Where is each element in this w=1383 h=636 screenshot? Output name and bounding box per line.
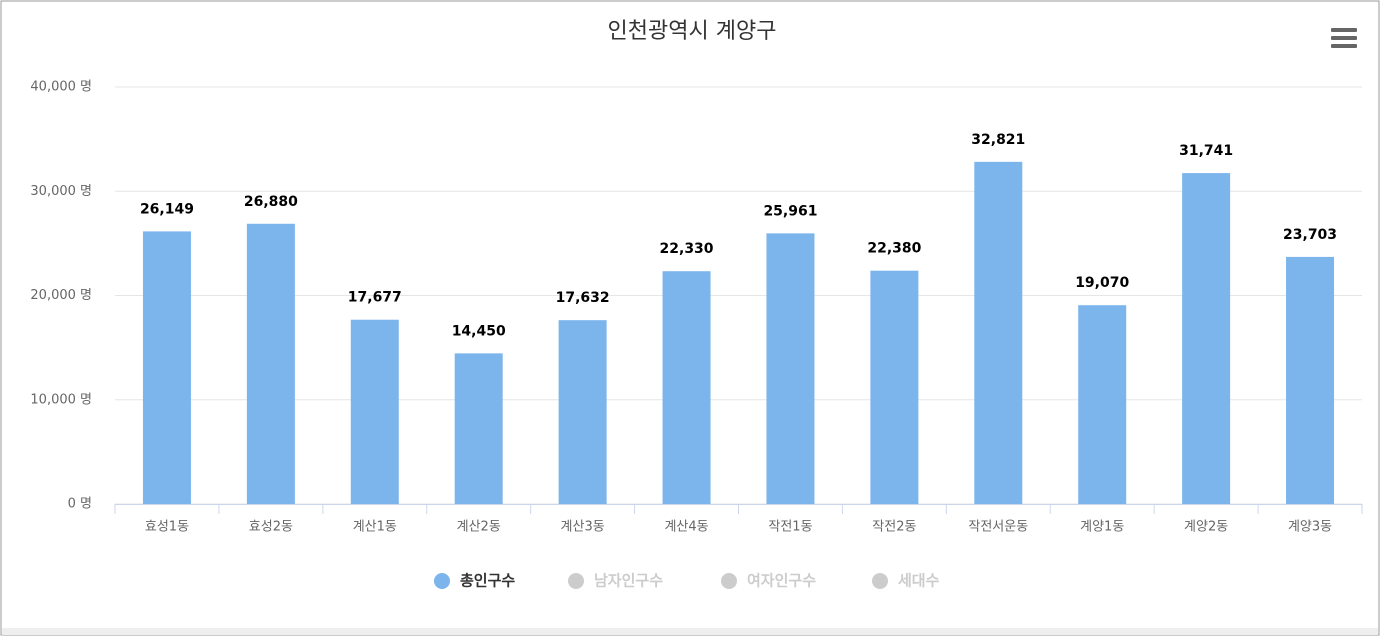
data-label: 17,632 xyxy=(556,290,610,306)
menu-button[interactable] xyxy=(1331,28,1357,48)
bar xyxy=(1078,305,1127,504)
legend-marker xyxy=(434,573,450,589)
x-tick-label: 작전2동 xyxy=(872,520,916,535)
data-label: 31,741 xyxy=(1179,143,1233,159)
menu-bar xyxy=(1331,36,1357,40)
menu-bar xyxy=(1331,44,1357,48)
menu-bar xyxy=(1331,28,1357,32)
bar xyxy=(1286,256,1335,504)
data-label: 22,330 xyxy=(660,241,714,257)
x-tick-label: 계산1동 xyxy=(353,520,397,535)
y-tick-label: 20,000 명 xyxy=(30,288,92,303)
bar xyxy=(766,233,815,504)
legend-label[interactable]: 남자인구수 xyxy=(594,572,663,590)
y-tick-label: 40,000 명 xyxy=(30,80,92,95)
data-label: 17,677 xyxy=(348,290,402,306)
bar xyxy=(662,271,711,504)
data-label: 14,450 xyxy=(452,323,506,339)
y-tick-label: 30,000 명 xyxy=(30,184,92,199)
x-tick-label: 계양1동 xyxy=(1080,520,1124,535)
legend-marker xyxy=(568,573,584,589)
bar xyxy=(558,320,607,504)
legend-label[interactable]: 총인구수 xyxy=(460,572,515,590)
x-tick-label: 계산4동 xyxy=(664,520,708,535)
legend-marker xyxy=(721,573,737,589)
bar xyxy=(974,161,1023,505)
data-label: 26,149 xyxy=(140,201,194,217)
x-tick-label: 계산3동 xyxy=(561,520,605,535)
bar xyxy=(350,319,399,504)
bar xyxy=(142,231,191,504)
data-label: 23,703 xyxy=(1283,227,1337,243)
x-tick-label: 계산2동 xyxy=(457,520,501,535)
x-tick-label: 작전서운동 xyxy=(968,520,1028,535)
bar xyxy=(1182,173,1231,504)
x-tick-label: 효성1동 xyxy=(145,520,189,535)
data-label: 19,070 xyxy=(1075,275,1129,291)
legend-label[interactable]: 세대수 xyxy=(898,572,940,590)
y-tick-label: 10,000 명 xyxy=(30,392,92,407)
bar xyxy=(246,223,295,504)
data-label: 26,880 xyxy=(244,194,298,210)
bottom-strip xyxy=(2,628,1378,635)
legend-marker xyxy=(872,573,888,589)
bar xyxy=(454,353,503,504)
bar xyxy=(870,270,919,504)
data-label: 25,961 xyxy=(763,203,817,219)
data-label: 32,821 xyxy=(971,132,1025,148)
y-tick-label: 0 명 xyxy=(68,497,92,512)
data-label: 22,380 xyxy=(867,241,921,257)
x-tick-label: 계양2동 xyxy=(1184,520,1228,535)
chart-title: 인천광역시 계양구 xyxy=(608,19,777,44)
x-tick-label: 작전1동 xyxy=(768,520,812,535)
legend-label[interactable]: 여자인구수 xyxy=(747,572,816,590)
x-tick-label: 효성2동 xyxy=(249,520,293,535)
x-tick-label: 계양3동 xyxy=(1288,520,1332,535)
